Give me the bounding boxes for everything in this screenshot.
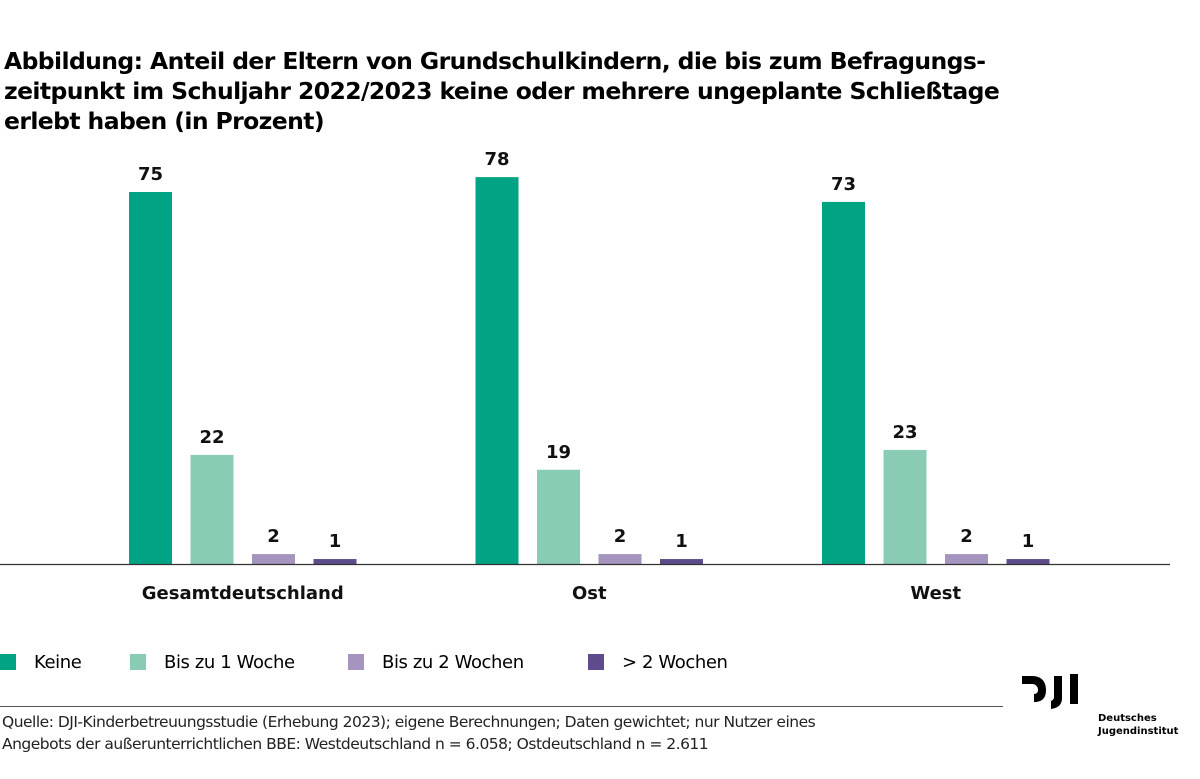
bar-west-bis-zu-2-wochen	[945, 554, 988, 564]
bars-layer	[129, 177, 1050, 565]
source-note: Quelle: DJI-Kinderbetreuungsstudie (Erhe…	[2, 711, 1002, 755]
legend-swatch-bis-2-wochen	[348, 654, 364, 670]
legend-item-ueber-2-wochen: > 2 Wochen	[588, 652, 728, 673]
legend-swatch-ueber-2-wochen	[588, 654, 604, 670]
bar-west-2-wochen	[1006, 559, 1050, 564]
legend-item-bis-1-woche: Bis zu 1 Woche	[130, 652, 348, 673]
dji-logo: Deutsches Jugendinstitut	[1020, 672, 1190, 752]
source-divider	[0, 706, 1003, 707]
legend-label-bis-1-woche: Bis zu 1 Woche	[164, 651, 295, 673]
data-label-ost-bis-zu-1-woche: 19	[546, 442, 571, 463]
data-label-ost-2-wochen: 1	[675, 531, 688, 552]
category-label-ost: Ost	[572, 583, 607, 604]
legend-label-ueber-2-wochen: > 2 Wochen	[622, 651, 728, 673]
legend-item-keine: Keine	[0, 652, 130, 673]
bar-gesamtdeutschland-bis-zu-2-wochen	[252, 554, 295, 564]
source-line-1: Quelle: DJI-Kinderbetreuungsstudie (Erhe…	[2, 713, 816, 731]
legend-label-bis-2-wochen: Bis zu 2 Wochen	[382, 651, 524, 673]
bar-west-keine	[822, 201, 865, 565]
data-label-west-2-wochen: 1	[1022, 531, 1035, 552]
bar-gesamtdeutschland-keine	[129, 192, 172, 564]
data-label-ost-keine: 78	[484, 149, 509, 170]
legend-item-bis-2-wochen: Bis zu 2 Wochen	[348, 652, 588, 673]
chart-title: Abbildung: Anteil der Eltern von Grundsc…	[4, 46, 1124, 136]
data-label-gesamtdeutschland-keine: 75	[138, 164, 163, 185]
data-label-west-bis-zu-1-woche: 23	[892, 422, 917, 443]
title-line-3: erlebt haben (in Prozent)	[4, 107, 325, 135]
dji-logo-mark	[1022, 674, 1078, 709]
data-label-ost-bis-zu-2-wochen: 2	[614, 526, 627, 547]
category-label-gesamtdeutschland: Gesamtdeutschland	[142, 583, 344, 604]
legend: Keine Bis zu 1 Woche Bis zu 2 Wochen > 2…	[0, 648, 728, 676]
bar-gesamtdeutschland-bis-zu-1-woche	[190, 454, 234, 564]
legend-swatch-bis-1-woche	[130, 654, 146, 670]
bar-ost-bis-zu-2-wochen	[598, 554, 642, 564]
logo-line-1: Deutsches	[1098, 713, 1157, 724]
logo-line-2: Jugendinstitut	[1098, 726, 1179, 737]
bar-gesamtdeutschland-2-wochen	[313, 559, 357, 564]
category-labels-layer: Gesamtdeutschland Ost West	[142, 583, 962, 604]
bar-west-bis-zu-1-woche	[883, 449, 927, 564]
data-label-gesamtdeutschland-2-wochen: 1	[329, 531, 342, 552]
data-label-gesamtdeutschland-bis-zu-1-woche: 22	[199, 427, 224, 448]
data-label-gesamtdeutschland-bis-zu-2-wochen: 2	[267, 526, 280, 547]
data-label-west-keine: 73	[831, 174, 856, 195]
bar-ost-bis-zu-1-woche	[537, 469, 580, 564]
dji-logo-text: Deutsches Jugendinstitut	[1098, 712, 1178, 738]
title-line-2: zeitpunkt im Schuljahr 2022/2023 keine o…	[4, 77, 1000, 105]
category-label-west: West	[910, 583, 961, 604]
legend-label-keine: Keine	[34, 651, 82, 673]
title-line-1: Abbildung: Anteil der Eltern von Grundsc…	[4, 47, 986, 75]
legend-swatch-keine	[0, 654, 16, 670]
bar-ost-keine	[475, 177, 519, 564]
source-line-2: Angebots der außerunterrichtlichen BBE: …	[2, 735, 709, 753]
bar-ost-2-wochen	[660, 559, 703, 564]
data-label-west-bis-zu-2-wochen: 2	[960, 526, 973, 547]
